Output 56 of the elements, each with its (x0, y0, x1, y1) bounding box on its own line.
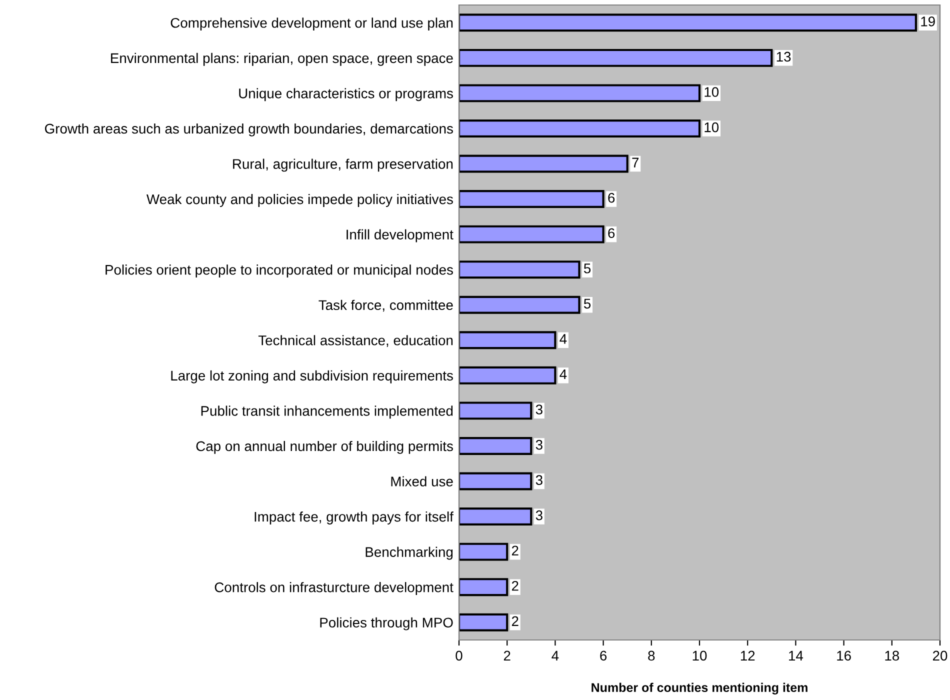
y-tick-label: Policies orient people to incorporated or municipal nodes (106, 264, 453, 278)
y-tick-label: Mixed use (391, 476, 453, 486)
x-tick-label: 20 (932, 650, 948, 661)
y-tick-label: Rural, agriculture, farm preservation (233, 158, 453, 172)
x-tick-label: 0 (456, 650, 462, 661)
x-tick-label: 12 (740, 650, 755, 660)
data-label: 6 (608, 228, 615, 238)
data-label: 3 (536, 404, 542, 414)
bar (459, 296, 580, 314)
x-tick-label: 14 (789, 650, 804, 660)
y-tick-label: Cap on annual number of building permits (196, 440, 453, 454)
x-tick-label: 6 (600, 650, 607, 661)
x-tick-label: 16 (837, 650, 851, 661)
bar (459, 14, 917, 32)
x-tick-label: 10 (692, 650, 707, 661)
bar (459, 260, 580, 279)
y-tick-label: Growth areas such as urbanized growth boundaries, demarcations (45, 123, 453, 136)
x-tick-label: 2 (504, 650, 510, 660)
y-tick-label: Comprehensive development or land use plan (170, 18, 453, 31)
data-label: 2 (512, 580, 518, 591)
y-tick-label: Technical assistance, education (258, 335, 453, 347)
data-label: 3 (536, 475, 542, 485)
data-label: 10 (704, 87, 719, 97)
data-label: 3 (536, 440, 542, 450)
bar (459, 154, 628, 173)
y-tick-label: Task force, committee (318, 300, 453, 312)
y-tick-label: Large lot zoning and subdivision requirements (171, 370, 453, 384)
x-axis-title: Number of counties mentioning item (592, 682, 808, 695)
y-tick-label: Controls on infrasturcture development (214, 582, 454, 595)
data-label: 19 (921, 16, 935, 26)
data-label: 3 (536, 510, 542, 520)
y-tick-label: Benchmarking (366, 546, 453, 560)
y-tick-label: Impact fee, growth pays for itself (254, 511, 454, 524)
x-tick-label: 4 (552, 650, 559, 660)
bar (459, 331, 556, 350)
x-tick-label: 18 (885, 650, 900, 661)
data-label: 4 (560, 369, 567, 380)
x-tick-label: 8 (648, 650, 655, 661)
data-label: 7 (632, 158, 639, 168)
y-tick-label: Policies through MPO (320, 617, 453, 630)
y-tick-label: Environmental plans: riparian, open space, green space (111, 52, 453, 66)
y-tick-label: Public transit inhancements implemented (201, 406, 453, 419)
data-label: 10 (704, 122, 719, 132)
y-tick-label: Unique characteristics or programs (239, 88, 453, 102)
y-tick-label: Weak county and policies impede policy initiatives (146, 194, 453, 207)
data-label: 5 (584, 298, 591, 309)
data-label: 13 (776, 52, 791, 62)
bar (459, 190, 604, 208)
data-label: 6 (608, 192, 615, 203)
data-label: 2 (512, 546, 518, 556)
data-label: 2 (512, 616, 518, 626)
bar (459, 366, 556, 384)
data-label: 5 (584, 264, 591, 274)
y-tick-label: Infill development (346, 229, 454, 242)
data-label: 4 (560, 334, 567, 344)
bar (459, 225, 604, 244)
